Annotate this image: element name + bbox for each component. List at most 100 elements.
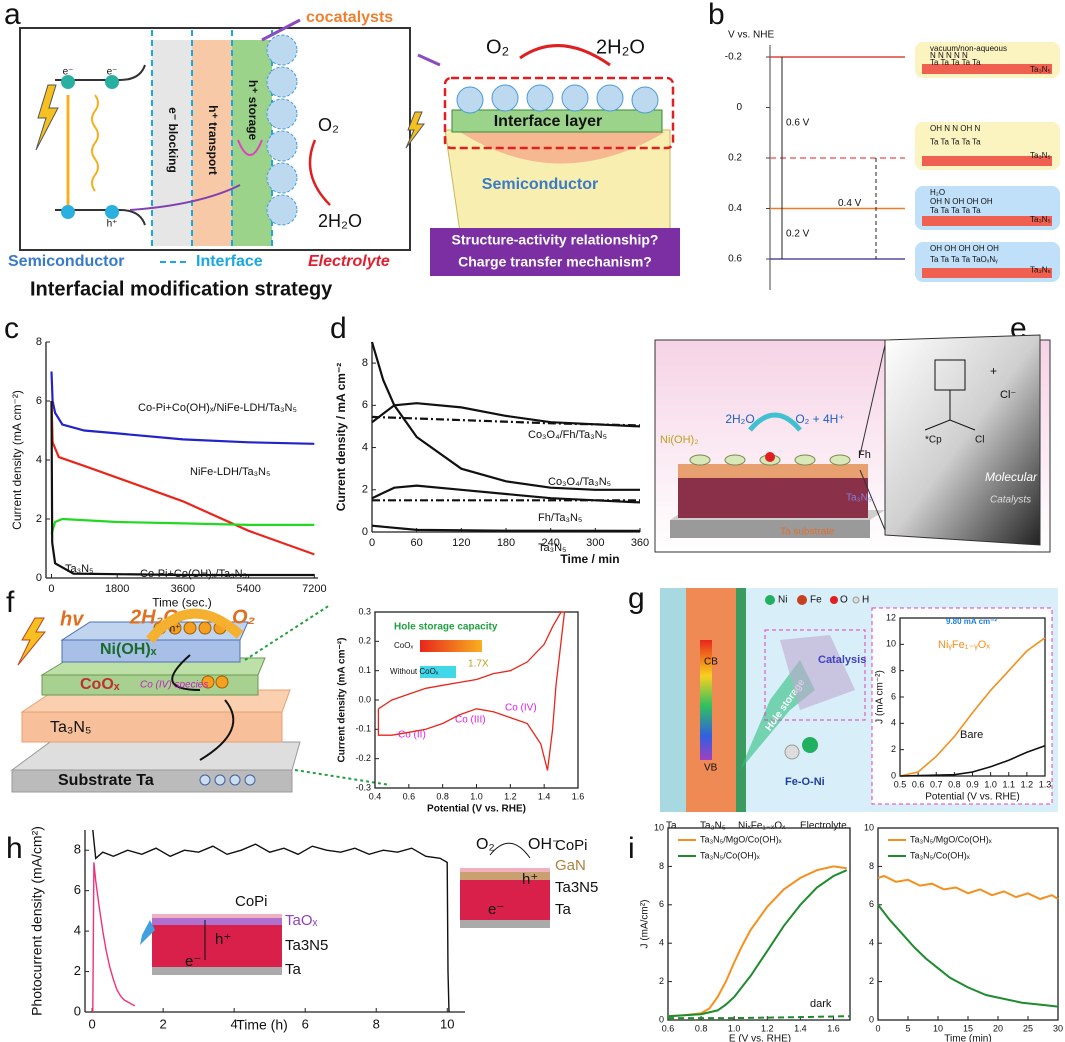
series-label: Bare [960,729,983,741]
layer-label: Ta [555,901,572,918]
y-tick-label: 10 [886,639,896,649]
ta3n5-slab [922,64,1052,74]
gan-layer [460,872,550,880]
y-axis-label: Photocurrent density (mA/cm²) [29,826,45,1016]
label: hv [60,608,85,630]
substrate [10,741,301,771]
ta3n5-slab [922,268,1052,278]
y-tick-label: 8 [869,861,874,871]
y-tick-label: 6 [891,691,896,701]
y-tick-label: 10 [864,822,874,832]
blocking-layer [152,40,192,246]
data-line [50,371,315,445]
y-tick-label: 4 [891,718,896,728]
label: 2H₂O [596,36,645,58]
inset-box [390,618,502,693]
peak-label: Co (IV) [505,703,537,714]
label: 2H₂O [318,211,362,231]
x-tick-label: 0.5 [894,779,907,789]
layer-label: CoPi [235,893,268,910]
bar-label: Without CoOₓ [390,667,439,676]
crystal [780,635,855,710]
x-tick-label: 0.8 [695,1023,708,1033]
hole-path [129,184,241,211]
peak-label: Co (III) [455,715,486,726]
x-tick-label: 0.9 [966,779,979,789]
electrons [199,774,256,786]
layer-label: GaN [555,857,586,874]
zoom-line [244,604,331,661]
layer-label: e⁻ blocking [166,107,180,173]
y-tick-label: 8 [362,357,368,369]
capacity-bar [420,666,456,678]
annotation: 9.80 mA cm⁻² [946,617,997,626]
x-tick-label: 1.0 [728,1023,741,1033]
x-axis-label: Time (sec.) [152,595,212,609]
x-tick-label: 10 [440,1016,454,1031]
x-tick-label: 15 [963,1023,973,1033]
question: Charge transfer mechanism? [458,254,652,270]
light-icon [35,84,59,151]
y-tick-label: 2 [362,484,368,496]
x-tick-label: 6 [302,1016,309,1031]
panel-letter: h [6,832,23,865]
data-line [92,829,450,1013]
ta3n5-slab [922,156,1052,166]
gap-label: 0.4 V [838,198,862,209]
x-tick-label: 25 [1023,1023,1033,1033]
label: Ta substrate [780,527,835,538]
ta-layer [660,588,686,812]
layer-label: Ta₃N₅ [50,719,91,736]
y-tick-label: 4 [869,938,874,948]
x-axis-label: Time / min [560,552,619,566]
termination-text: Ta Ta Ta Ta Ta [930,137,981,146]
y-tick-label: 2 [659,976,664,986]
y-tick-label: 8 [36,336,42,348]
taox-layer [152,918,282,925]
y-tick-label: 0.1 [358,665,371,675]
label: O₂ + 4H⁺ [795,412,844,426]
label: cocatalysts [306,9,393,26]
carrier-label: h⁺ [215,931,231,948]
y-tick-label: 0 [659,1014,664,1024]
termination-text: Ta Ta Ta Ta TaOₓNᵧ [930,255,998,264]
layer-label: Ta3N5 [285,937,328,954]
label: O₂ [486,36,509,58]
y-tick-label: 8 [74,842,81,857]
y-tick-label: 2 [869,976,874,986]
legend-text: Interface [196,253,263,270]
y-tick-label: 0.3 [358,606,371,616]
ta3n5-layer [678,478,868,518]
gap-label: 0.6 V [786,117,810,128]
label: Cl [975,435,984,446]
label: Ta₃N₅ [846,493,872,504]
series-label: Ta₃N₅ [65,563,93,575]
x-tick-label: 0.4 [369,791,382,801]
x-tick-label: 4 [231,1016,238,1031]
y-tick-label: 6 [362,399,368,411]
layer-label: CoOₓ [80,676,120,693]
label: Catalysts [990,495,1031,506]
transport-layer [192,40,232,246]
y-tick-label: 0 [891,770,896,780]
x-axis-label: Time (h) [236,1017,288,1033]
pointer [417,53,441,67]
panel-letter: i [628,832,635,865]
y-tick-label: 0 [362,526,368,538]
caption: Interfacial modification strategy [30,278,333,300]
zoom-line [859,469,886,531]
ta3n5-slab [922,216,1052,226]
panel-letter: d [330,312,347,345]
panel-letter: b [708,0,725,31]
x-tick-label: 0 [48,583,54,595]
data-line [877,874,1059,901]
panel-e: e 2H₂O O₂ + 4H⁺ Ni(OH)₂ Fh Ta₃N₅ Ta subs… [654,312,1051,553]
charge-path [199,699,235,761]
panel-h: h CoPi TaOₓ Ta3N5 Ta h⁺ e⁻ CoPi GaN Ta3N… [6,832,598,978]
x-tick-label: 8 [373,1016,380,1031]
plot-frame [667,827,851,1021]
band-edges [55,64,146,226]
termination-text: OH N N OH N [930,124,980,133]
x-tick-label: 5 [905,1023,910,1033]
x-tick-label: 1.2 [504,791,517,801]
